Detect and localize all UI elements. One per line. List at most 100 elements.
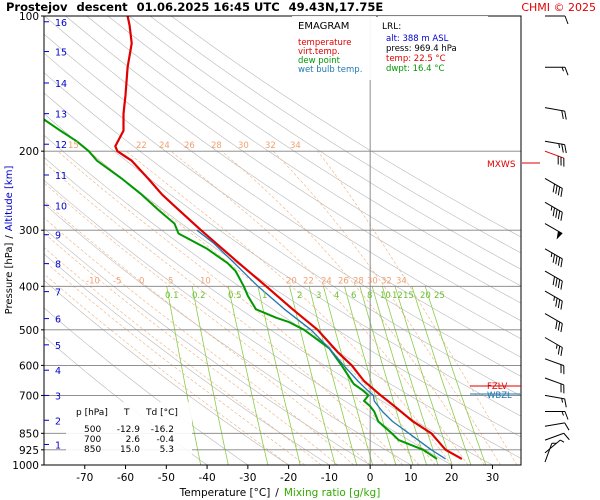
wind-barb bbox=[544, 337, 563, 357]
wind-barb-half-flag bbox=[551, 442, 557, 444]
y-axis-title: Pressure [hPa]/Altitude [km] bbox=[4, 166, 15, 315]
table-cell: 2.6 bbox=[126, 435, 141, 445]
x-tick-label: 20 bbox=[445, 472, 458, 484]
plot-frame bbox=[43, 15, 522, 466]
wind-barb bbox=[544, 248, 563, 268]
wind-barb-flag bbox=[557, 257, 561, 266]
series-legend: EMAGRAM temperature virt.temp. dew point… bbox=[292, 16, 376, 80]
wind-barb-flag bbox=[552, 254, 556, 263]
y-tick-label: 850 bbox=[19, 428, 39, 440]
moist-adiabat bbox=[44, 273, 289, 465]
wind-barb-half-flag bbox=[550, 206, 553, 211]
wind-barb-flag bbox=[560, 281, 563, 290]
moist-adiabat bbox=[44, 260, 306, 465]
wind-barb bbox=[544, 442, 557, 463]
mixing-ratio-label: 20 bbox=[420, 291, 431, 301]
dry-adiabat bbox=[65, 16, 521, 322]
wind-barb-flag bbox=[552, 207, 556, 217]
title-coords: 49.43N,17.75E bbox=[289, 0, 384, 14]
altitude-tick-label: 10 bbox=[55, 201, 67, 212]
wind-barb bbox=[545, 15, 569, 25]
altitude-tick-label: 9 bbox=[55, 231, 61, 242]
moist-adiabat bbox=[170, 150, 469, 465]
wind-barb-flag bbox=[561, 144, 564, 153]
x-tick-label: -60 bbox=[117, 472, 134, 484]
dry-adiabat bbox=[149, 16, 521, 254]
isotherm-label: 15 bbox=[68, 141, 79, 151]
wind-barb-flag bbox=[560, 212, 563, 221]
mixing-ratio-label: 10 bbox=[380, 291, 391, 301]
table-cell: 850 bbox=[84, 445, 101, 455]
table-cell: 15.0 bbox=[120, 445, 140, 455]
table-cell: -12.9 bbox=[117, 425, 141, 435]
legend-title: EMAGRAM bbox=[298, 21, 349, 32]
table-cell: -0.4 bbox=[156, 435, 174, 445]
wind-barb-half-flag bbox=[558, 143, 561, 148]
mixing-ratio-label: 8 bbox=[367, 291, 372, 301]
wind-barb-flag bbox=[564, 15, 569, 25]
dry-adiabat bbox=[128, 16, 521, 270]
wind-barb-staff bbox=[544, 443, 553, 463]
moist-adiabat bbox=[44, 217, 355, 465]
wind-barb-half-flag bbox=[560, 439, 565, 443]
wind-barb bbox=[544, 150, 565, 167]
isotherm-label: 32 bbox=[265, 141, 276, 151]
y-tick-label: 500 bbox=[19, 325, 39, 337]
mixing-ratio-label: 0.1 bbox=[165, 291, 179, 301]
altitude-tick-label: 16 bbox=[55, 18, 67, 29]
wind-barb bbox=[544, 290, 563, 310]
y-tick-label: 700 bbox=[19, 390, 39, 402]
altitude-tick-label: 1 bbox=[55, 440, 61, 451]
series-temperature bbox=[114, 16, 463, 460]
isotherm-label: 30 bbox=[238, 141, 249, 151]
wind-barb-staff bbox=[544, 270, 563, 282]
dry-adiabat bbox=[86, 16, 521, 304]
table-header-td: Td [°C] bbox=[145, 408, 178, 418]
mixing-ratio-label: 6 bbox=[351, 291, 356, 301]
x-tick-label: -10 bbox=[321, 472, 338, 484]
wind-barb-flag bbox=[555, 185, 558, 194]
isotherm-label: 34 bbox=[290, 141, 301, 151]
level-markers: MXWS FZLV WBZL bbox=[470, 160, 540, 401]
altitude-tick-label: 15 bbox=[55, 48, 67, 59]
x-tick-label: -70 bbox=[76, 472, 93, 484]
lrl-temp: temp: 22.5 °C bbox=[386, 54, 446, 64]
legend-item-temperature: temperature bbox=[298, 38, 351, 48]
altitude-tick-label: 13 bbox=[55, 110, 67, 121]
wind-barb-staff bbox=[544, 377, 564, 386]
grid-layer bbox=[44, 16, 521, 465]
wind-barb-flag bbox=[557, 322, 561, 331]
wind-barb bbox=[544, 313, 563, 333]
wind-barb-flag bbox=[557, 345, 561, 355]
wind-barb-flag bbox=[564, 144, 567, 154]
axis-layer: 1002003004005006007008509251000123456789… bbox=[12, 11, 499, 484]
isotherm-label: 22 bbox=[303, 276, 314, 286]
fzlv-label: FZLV bbox=[487, 382, 508, 392]
table-header-p: p [hPa] bbox=[76, 408, 108, 418]
isotherm-label: -10 bbox=[86, 276, 100, 286]
wind-barb-flag bbox=[555, 209, 558, 218]
wind-barb-flag bbox=[552, 276, 556, 286]
wind-barb-flag bbox=[560, 157, 562, 166]
wind-barb-staff bbox=[544, 439, 561, 454]
wind-barb-flag bbox=[557, 279, 561, 289]
moist-adiabat bbox=[57, 150, 420, 465]
wind-barb-half-flag bbox=[550, 252, 553, 258]
wind-barb-half-flag bbox=[555, 344, 558, 349]
dry-adiabat bbox=[171, 16, 521, 238]
wind-barb-half-flag bbox=[561, 67, 564, 72]
wind-barb-flag bbox=[564, 398, 567, 408]
title-mode: descent bbox=[76, 0, 128, 14]
wind-barb-flag bbox=[563, 158, 565, 167]
wind-barb-pennant bbox=[556, 231, 563, 240]
wind-barb bbox=[544, 201, 563, 221]
table-cell: 500 bbox=[84, 425, 101, 435]
y-tick-label: 1000 bbox=[12, 460, 39, 472]
wind-barb-staff bbox=[544, 177, 563, 189]
wind-barb bbox=[544, 223, 563, 240]
dry-adiabat bbox=[44, 92, 521, 417]
isotherm-label: 26 bbox=[338, 276, 349, 286]
altitude-tick-label: 8 bbox=[55, 260, 61, 271]
wind-barb-flag bbox=[563, 432, 570, 441]
